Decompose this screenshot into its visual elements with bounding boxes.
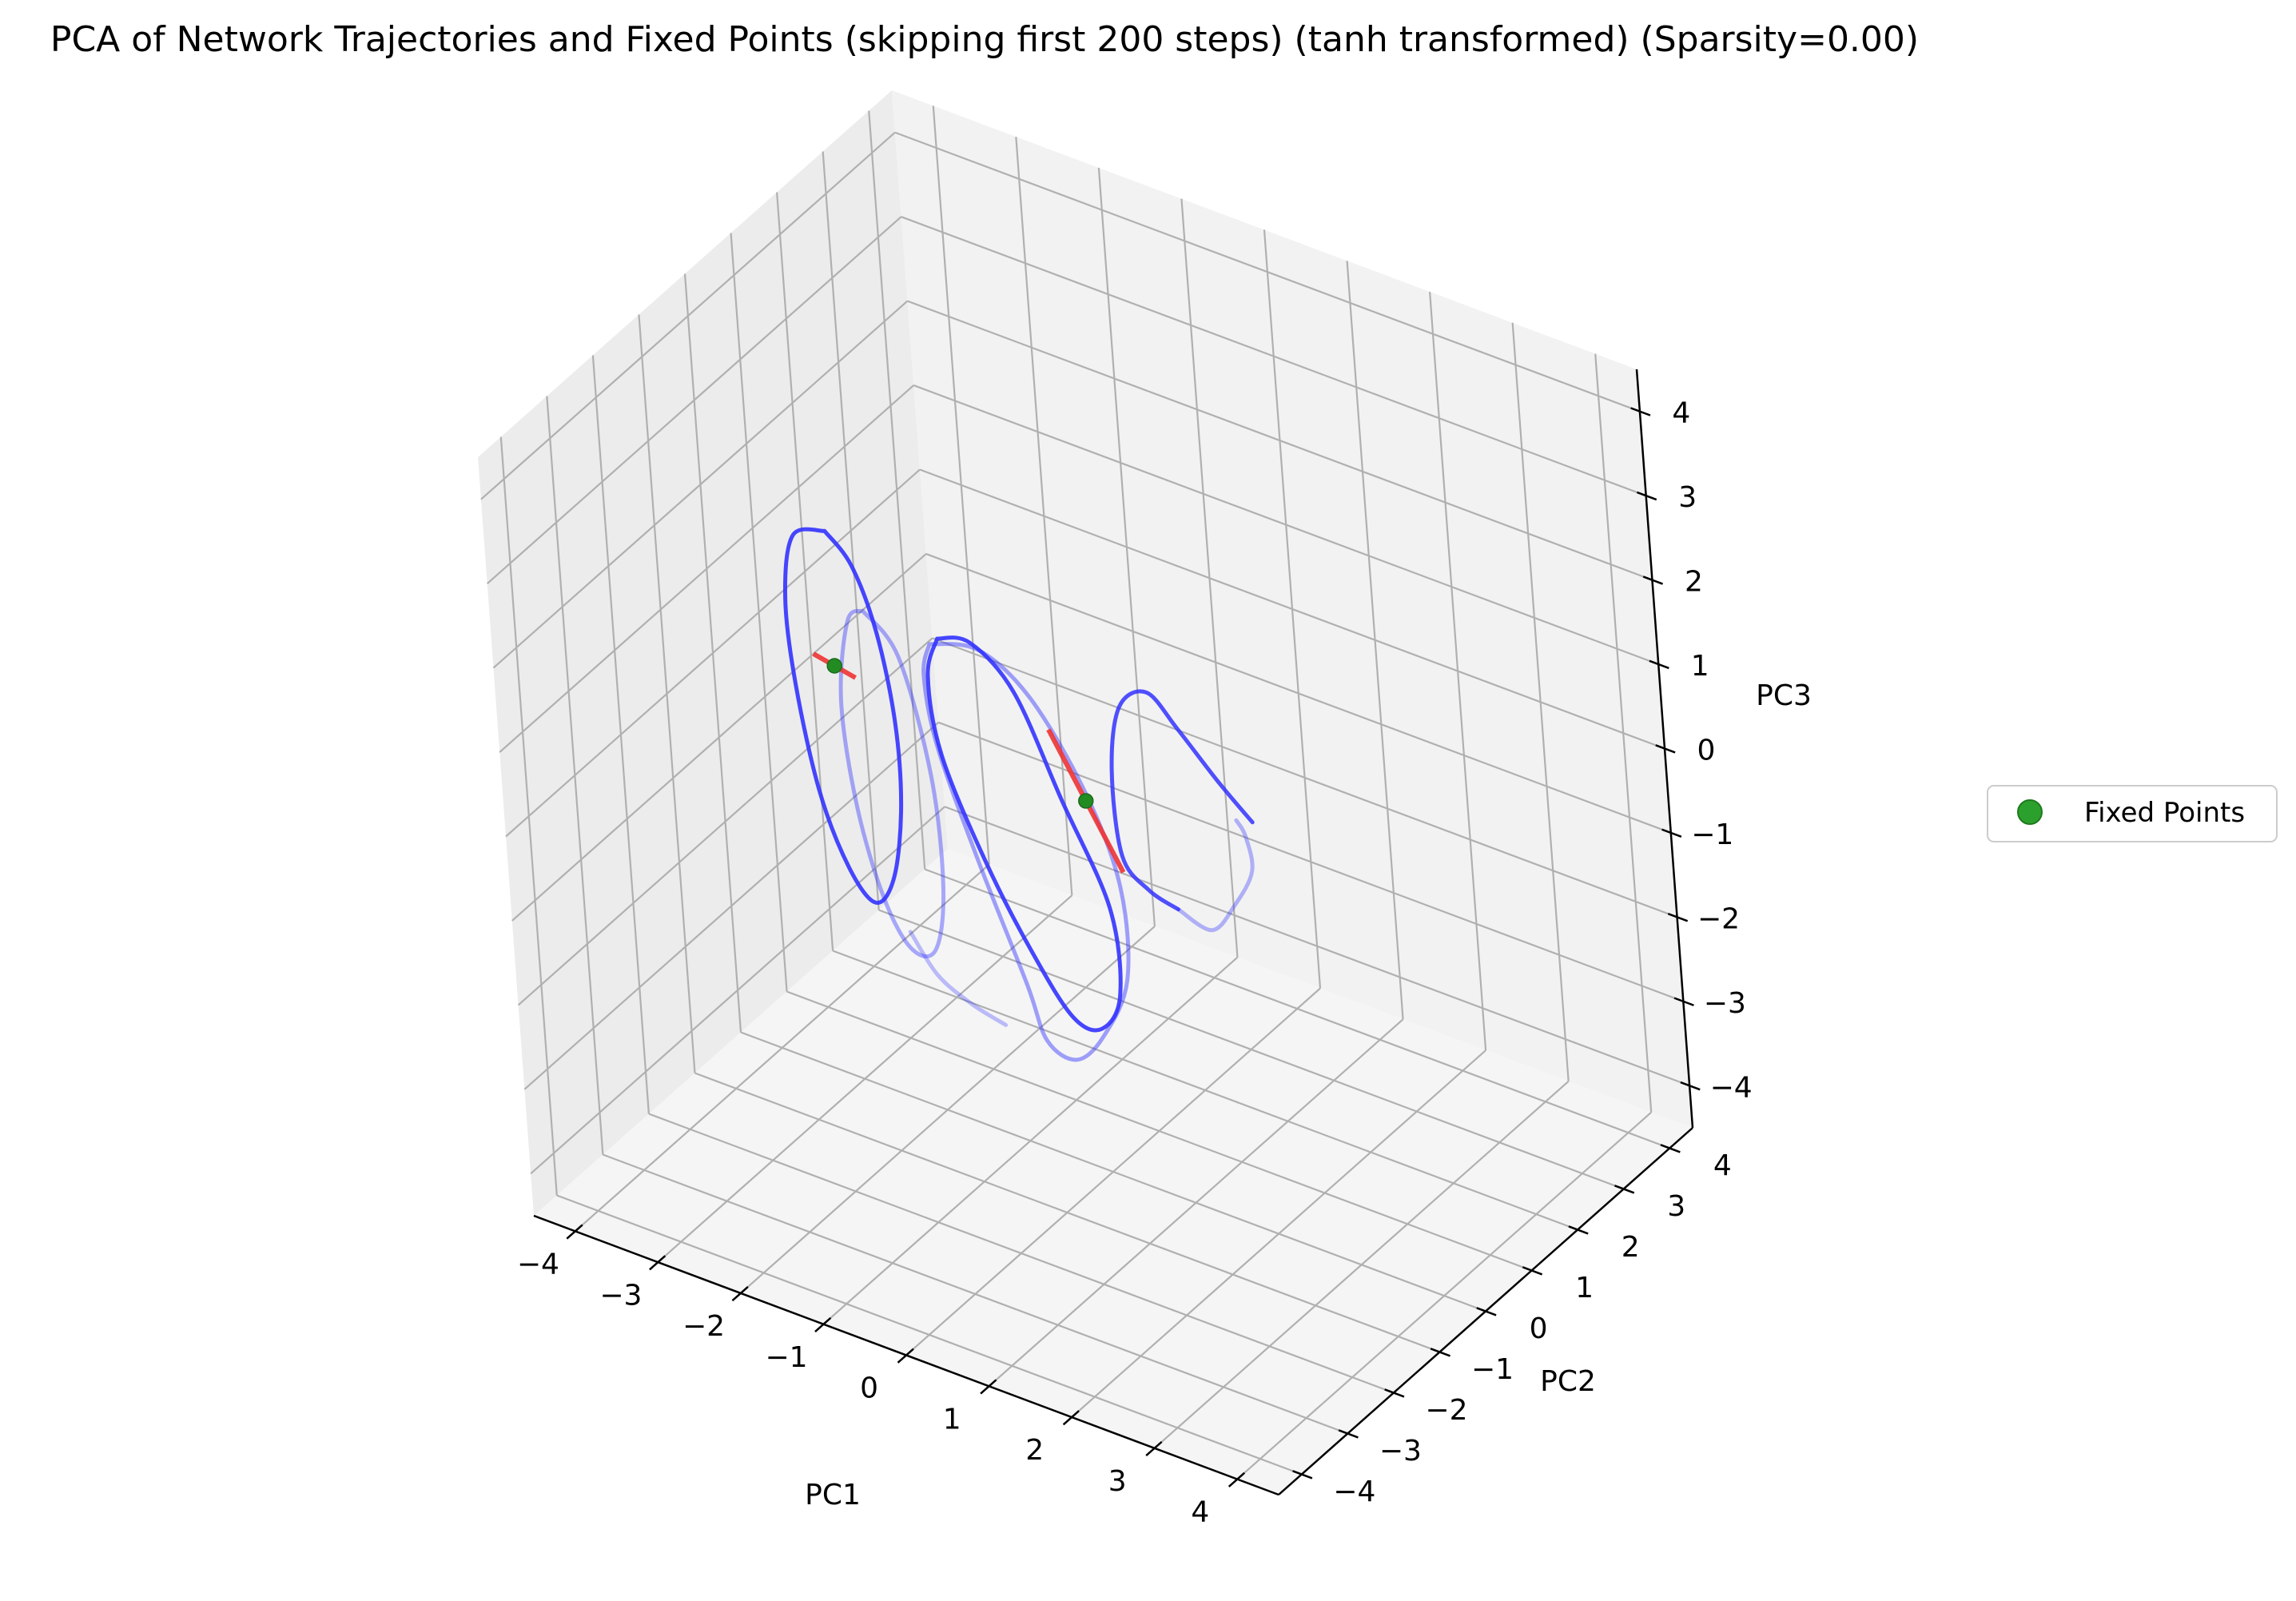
x-tick-label: 4 xyxy=(1191,1496,1209,1529)
z-tick-label: 0 xyxy=(1697,735,1716,767)
y-axis-label: PC2 xyxy=(1540,1365,1596,1398)
grid-line-y-left xyxy=(868,110,926,870)
z-tick xyxy=(1642,575,1663,585)
y-tick xyxy=(1660,1144,1681,1153)
x-tick-label: 1 xyxy=(943,1403,961,1436)
y-tick-label: 4 xyxy=(1713,1149,1732,1182)
legend: Fixed Points xyxy=(1987,785,2278,842)
x-tick-label: 2 xyxy=(1025,1434,1044,1467)
grid-line-z-left xyxy=(486,216,902,584)
y-tick xyxy=(1476,1307,1497,1316)
z-tick-label: 4 xyxy=(1672,397,1690,430)
y-tick-label: −4 xyxy=(1333,1476,1375,1508)
y-tick xyxy=(1568,1225,1589,1235)
x-tick xyxy=(814,1316,832,1332)
grid-line-y-floor xyxy=(878,909,1625,1190)
y-tick-label: −1 xyxy=(1471,1353,1514,1386)
legend-box xyxy=(1987,785,2278,842)
z-tick xyxy=(1636,491,1657,501)
grid-line-x-back xyxy=(1594,353,1653,1113)
chart-title: PCA of Network Trajectories and Fixed Po… xyxy=(50,19,1919,60)
grid-line-z-back xyxy=(901,216,1647,497)
x-tick-label: 0 xyxy=(860,1372,878,1405)
x-tick xyxy=(649,1255,667,1271)
y-tick xyxy=(1292,1470,1313,1480)
z-tick xyxy=(1630,407,1651,416)
z-tick xyxy=(1680,1081,1701,1091)
trajectory-line-3 xyxy=(908,930,1009,1027)
fixed-point-markers xyxy=(812,651,1126,874)
legend-marker-fixed-points xyxy=(2017,799,2043,825)
y-tick-label: 1 xyxy=(1575,1272,1594,1304)
x-tick xyxy=(980,1379,997,1395)
fixed-point-2 xyxy=(1078,793,1094,809)
z-tick-label: 2 xyxy=(1685,566,1703,599)
z-tick-label: 1 xyxy=(1691,650,1709,683)
trajectory-series xyxy=(782,527,1255,1062)
y-tick-label: 2 xyxy=(1622,1231,1640,1264)
x-tick-label: −3 xyxy=(599,1279,642,1312)
grid-line-y-floor xyxy=(924,868,1670,1149)
trajectory-line-4 xyxy=(925,635,1123,1033)
legend-label-fixed-points: Fixed Points xyxy=(2084,797,2245,829)
x-tick-label: −2 xyxy=(682,1310,725,1343)
x-tick xyxy=(1145,1440,1163,1457)
y-tick-label: −2 xyxy=(1425,1394,1467,1427)
x-tick-label: 3 xyxy=(1108,1465,1127,1498)
trajectory-line-1 xyxy=(782,527,904,905)
x-tick-label: −4 xyxy=(517,1249,559,1281)
grid-lines xyxy=(480,106,1690,1480)
z-tick xyxy=(1649,659,1669,670)
grid-line-x-floor xyxy=(1236,1111,1652,1480)
z-tick xyxy=(1661,828,1682,838)
z-tick xyxy=(1673,997,1694,1006)
y-tick xyxy=(1384,1388,1405,1398)
trajectory-line-6 xyxy=(1109,689,1255,912)
z-tick-label: −2 xyxy=(1697,902,1740,935)
y-tick-label: 3 xyxy=(1667,1190,1685,1223)
z-tick-label: −4 xyxy=(1710,1071,1753,1104)
y-tick xyxy=(1430,1348,1450,1357)
trajectory-line-7 xyxy=(1176,818,1255,933)
y-tick-label: 0 xyxy=(1530,1312,1548,1345)
grid-line-z-back xyxy=(894,131,1641,412)
z-tick xyxy=(1655,744,1676,754)
y-tick-label: −3 xyxy=(1379,1435,1422,1468)
y-tick xyxy=(1338,1429,1359,1439)
z-tick-label: 3 xyxy=(1678,481,1697,514)
x-tick-label: −1 xyxy=(766,1341,808,1374)
trajectory-line-2 xyxy=(838,608,946,958)
z-axis-label: PC3 xyxy=(1756,679,1812,712)
z-tick xyxy=(1667,913,1689,922)
x-axis-label: PC1 xyxy=(805,1479,861,1511)
fixed-point-1 xyxy=(826,658,842,674)
y-tick xyxy=(1522,1266,1543,1276)
x-tick xyxy=(1062,1410,1080,1426)
x-tick xyxy=(897,1348,914,1364)
z-tick-label: −3 xyxy=(1704,987,1746,1020)
grid-line-z-left xyxy=(480,131,896,500)
x-tick xyxy=(566,1224,583,1240)
y-tick xyxy=(1614,1185,1635,1194)
z-tick-label: −1 xyxy=(1691,818,1733,851)
x-tick xyxy=(1228,1472,1246,1487)
x-tick xyxy=(731,1286,749,1302)
trajectory-line-5 xyxy=(921,642,1131,1062)
